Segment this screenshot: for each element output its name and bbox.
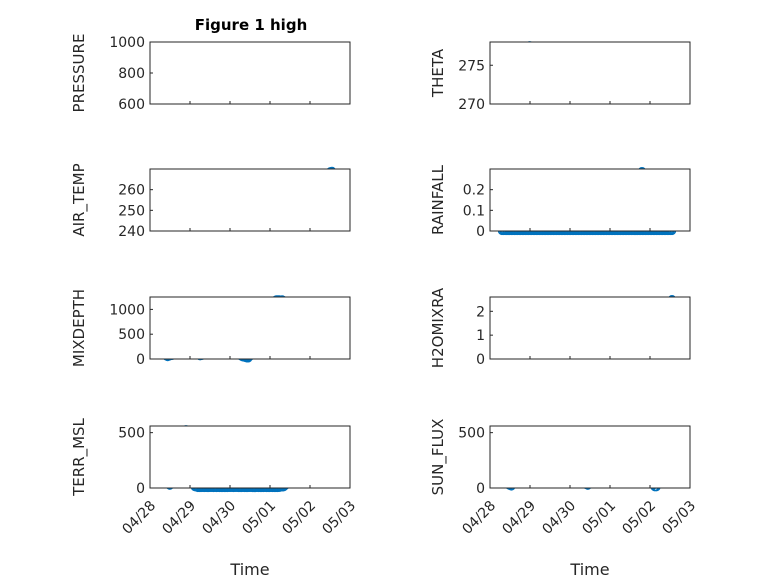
y-axis-label: THETA (429, 48, 447, 98)
axes-box (149, 296, 351, 360)
x-tick-label: 04/30 (199, 498, 239, 538)
axes-sun-flux: 0 500 04/28 04/29 04/30 05/01 05/02 05/03 SUN_FL… (429, 419, 699, 579)
y-tick-label: 2 (476, 304, 485, 320)
y-tick-label: 0.2 (463, 183, 485, 199)
x-axis-label: Time (229, 560, 269, 579)
y-tick-label: 1000 (109, 302, 145, 318)
axes-box (489, 41, 691, 105)
x-tick-label: 04/29 (499, 498, 539, 538)
x-tick-label: 05/01 (579, 498, 619, 538)
y-axis-label: SUN_FLUX (429, 419, 448, 496)
y-axis-label: AIR_TEMP (70, 163, 89, 236)
axes-theta: 270 275 THETA (429, 41, 691, 113)
y-tick-label: 500 (118, 327, 145, 343)
y-tick-label: 1000 (109, 35, 145, 51)
x-tick-label: 05/03 (659, 498, 699, 538)
axes-air-temp: 240 250 260 AIR_TEMP (70, 163, 351, 240)
y-tick-label: 0.1 (463, 203, 485, 219)
axes-box (489, 168, 691, 232)
y-tick-label: 0 (476, 224, 485, 240)
y-tick-label: 260 (118, 183, 145, 199)
y-axis-label: TERR_MSL (70, 417, 89, 496)
axes-mixdepth: 0 500 1000 MIXDEPTH (70, 289, 351, 368)
y-tick-label: 600 (118, 97, 145, 113)
x-tick-label: 04/28 (119, 498, 159, 538)
y-tick-label: 0 (136, 481, 145, 497)
y-tick-label: 800 (118, 66, 145, 82)
x-tick-label: 04/28 (459, 498, 499, 538)
y-tick-label: 0 (476, 481, 485, 497)
figure-title: Figure 1 high (195, 16, 308, 34)
x-tick-label: 05/01 (239, 498, 279, 538)
x-axis-label: Time (569, 560, 609, 579)
y-tick-label: 1 (476, 328, 485, 344)
y-tick-label: 500 (118, 426, 145, 442)
y-tick-label: 0 (476, 352, 485, 368)
axes-h2omixra: 0 1 2 H2OMIXRA (429, 287, 691, 368)
axes-box (149, 41, 351, 105)
y-tick-label: 250 (118, 203, 145, 219)
y-tick-label: 270 (458, 97, 485, 113)
y-axis-label: PRESSURE (70, 34, 88, 113)
y-axis-label: MIXDEPTH (70, 289, 88, 367)
y-tick-label: 500 (458, 426, 485, 442)
axes-box (149, 168, 351, 232)
axes-box (149, 425, 351, 489)
axes-box (489, 425, 691, 489)
x-tick-label: 04/30 (539, 498, 579, 538)
x-tick-label: 05/03 (319, 498, 359, 538)
axes-box (489, 296, 691, 360)
y-tick-label: 0 (136, 352, 145, 368)
y-tick-label: 275 (458, 58, 485, 74)
x-tick-label: 05/02 (279, 498, 319, 538)
y-tick-label: 240 (118, 224, 145, 240)
y-axis-label: RAINFALL (429, 164, 447, 235)
y-axis-label: H2OMIXRA (429, 287, 447, 368)
x-tick-label: 05/02 (619, 498, 659, 538)
axes-terr-msl: 0 500 04/28 04/29 04/30 05/01 05/02 05/03 TERR_M… (70, 417, 359, 579)
x-tick-label: 04/29 (159, 498, 199, 538)
axes-rainfall: 0 0.1 0.2 RAINFALL (429, 164, 691, 240)
axes-pressure: 600 800 1000 PRESSURE (70, 34, 351, 113)
